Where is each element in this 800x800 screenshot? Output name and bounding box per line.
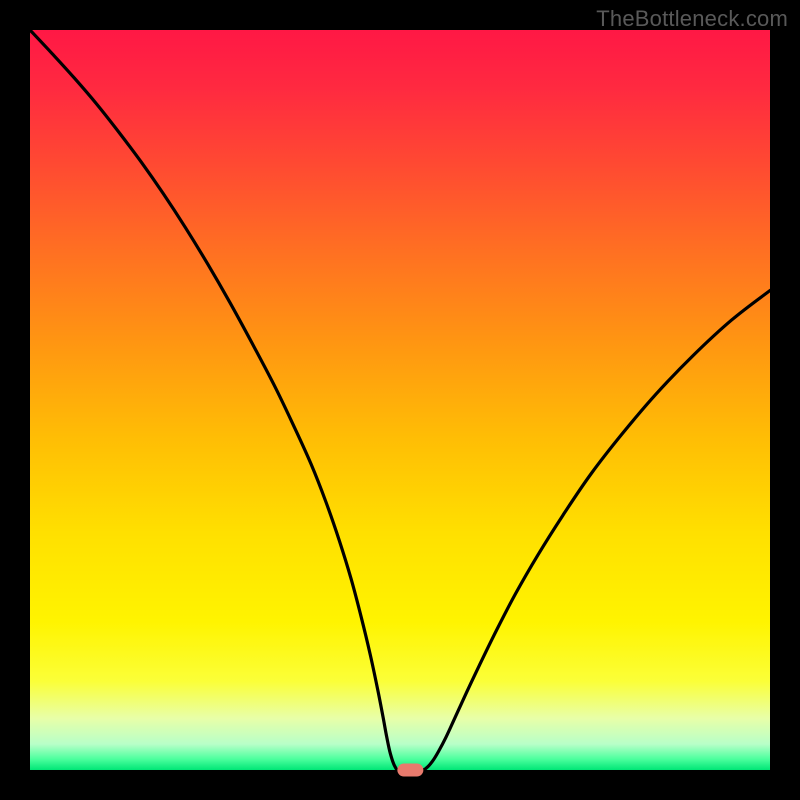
bottleneck-chart: [0, 0, 800, 800]
plot-gradient: [30, 30, 770, 770]
chart-root: TheBottleneck.com: [0, 0, 800, 800]
balance-marker: [397, 764, 423, 777]
watermark-text: TheBottleneck.com: [596, 6, 788, 32]
